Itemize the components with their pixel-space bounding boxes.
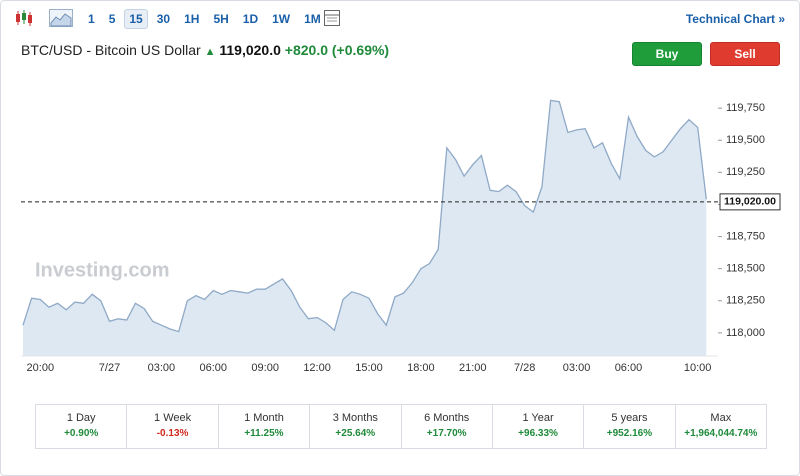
performance-cell[interactable]: 1 Month +11.25% [217, 405, 309, 448]
period-label: Max [710, 412, 732, 424]
technical-chart-link[interactable]: Technical Chart » [685, 12, 785, 26]
x-tick-label: 7/27 [99, 362, 120, 374]
period-label: 6 Months [424, 412, 470, 424]
performance-cell[interactable]: 6 Months +17.70% [400, 405, 492, 448]
chart: Investing.com 118,000 118,250 118,500 118,7… [21, 99, 781, 374]
y-tick-label: 119,750 [726, 102, 765, 114]
watermark: Investing.com [35, 259, 169, 281]
price-change: +820.0 [284, 42, 328, 58]
x-tick-label: 15:00 [355, 362, 383, 374]
period-change: +0.90% [64, 428, 99, 439]
price-line [22, 99, 707, 333]
last-price: 119,020.0 [219, 42, 281, 58]
up-arrow: ▲ [204, 46, 216, 58]
interval-list: 1 5 15 30 1H 5H 1D 1W 1M [83, 9, 326, 29]
x-tick-label: 06:00 [200, 362, 228, 374]
x-tick-label: 03:00 [563, 362, 591, 374]
interval-button[interactable]: 1W [272, 12, 291, 26]
interval-button[interactable]: 15 [124, 9, 148, 29]
x-tick-label: 7/28 [514, 362, 535, 374]
toolbar: 1 5 15 30 1H 5H 1D 1W 1M Technical Chart » [1, 1, 799, 35]
period-label: 1 Year [522, 412, 554, 424]
interval-button[interactable]: 30 [156, 12, 171, 26]
x-tick-label: 03:00 [148, 362, 176, 374]
x-tick-label: 18:00 [407, 362, 435, 374]
area-icon[interactable] [49, 9, 73, 27]
table-icon[interactable] [323, 9, 341, 27]
performance-cell[interactable]: 1 Year +96.33% [491, 405, 583, 448]
period-label: 5 years [611, 412, 648, 424]
period-label: 3 Months [332, 412, 378, 424]
y-tick-label: 118,500 [726, 263, 765, 275]
interval-button[interactable]: 5 [108, 12, 116, 26]
x-tick-label: 10:00 [684, 362, 712, 374]
period-change: -0.13% [156, 428, 189, 439]
period-change: +25.64% [335, 428, 376, 439]
interval-button[interactable]: 5H [213, 12, 229, 26]
period-label: 1 Week [154, 412, 192, 424]
period-change: +1,964,044.74% [684, 428, 758, 439]
period-change: +96.33% [518, 428, 558, 439]
performance-cell[interactable]: 3 Months +25.64% [309, 405, 400, 448]
x-tick-label: 06:00 [615, 362, 643, 374]
y-tick-label: 119,250 [726, 166, 765, 178]
y-tick-label: 118,250 [726, 295, 765, 307]
instrument-title: BTC/USD - Bitcoin US Dollar [21, 42, 201, 58]
performance-cell[interactable]: 1 Day +0.90% [36, 405, 126, 448]
y-tick-label: 118,750 [726, 230, 765, 242]
x-tick-label: 20:00 [27, 362, 55, 374]
interval-button[interactable]: 1 [88, 12, 95, 26]
x-tick-label: 12:00 [303, 362, 331, 374]
period-label: 1 Month [244, 412, 284, 424]
performance-cell[interactable]: 5 years +952.16% [583, 405, 674, 448]
period-change: +11.25% [244, 428, 284, 439]
y-tick-label: 118,000 [726, 327, 765, 339]
performance-cell[interactable]: 1 Week -0.13% [126, 405, 217, 448]
buy-button[interactable]: Buy [632, 42, 702, 66]
period-change: +17.70% [426, 428, 467, 439]
candle-icon[interactable] [13, 9, 35, 27]
y-tick-label: 119,500 [726, 134, 765, 146]
x-tick-label: 21:00 [459, 362, 487, 374]
period-change: +952.16% [606, 428, 653, 439]
performance-cell[interactable]: Max +1,964,044.74% [674, 405, 766, 448]
last-price-label: 119,020.00 [724, 196, 776, 208]
interval-button[interactable]: 1H [184, 12, 200, 26]
interval-button[interactable]: 1M [304, 12, 321, 26]
sell-button[interactable]: Sell [710, 42, 780, 66]
area-fill [23, 100, 707, 357]
x-tick-label: 09:00 [251, 362, 279, 374]
period-label: 1 Day [66, 412, 96, 424]
performance-table: 1 Day +0.90% 1 Week -0.13% 1 Month +11.25% 3 M… [35, 404, 767, 449]
quote-header: BTC/USD - Bitcoin US Dollar ▲ 119,020.0 … [21, 42, 389, 58]
percent-change: (+0.69%) [331, 42, 390, 58]
interval-button[interactable]: 1D [242, 12, 259, 26]
last-price-box [719, 193, 781, 211]
